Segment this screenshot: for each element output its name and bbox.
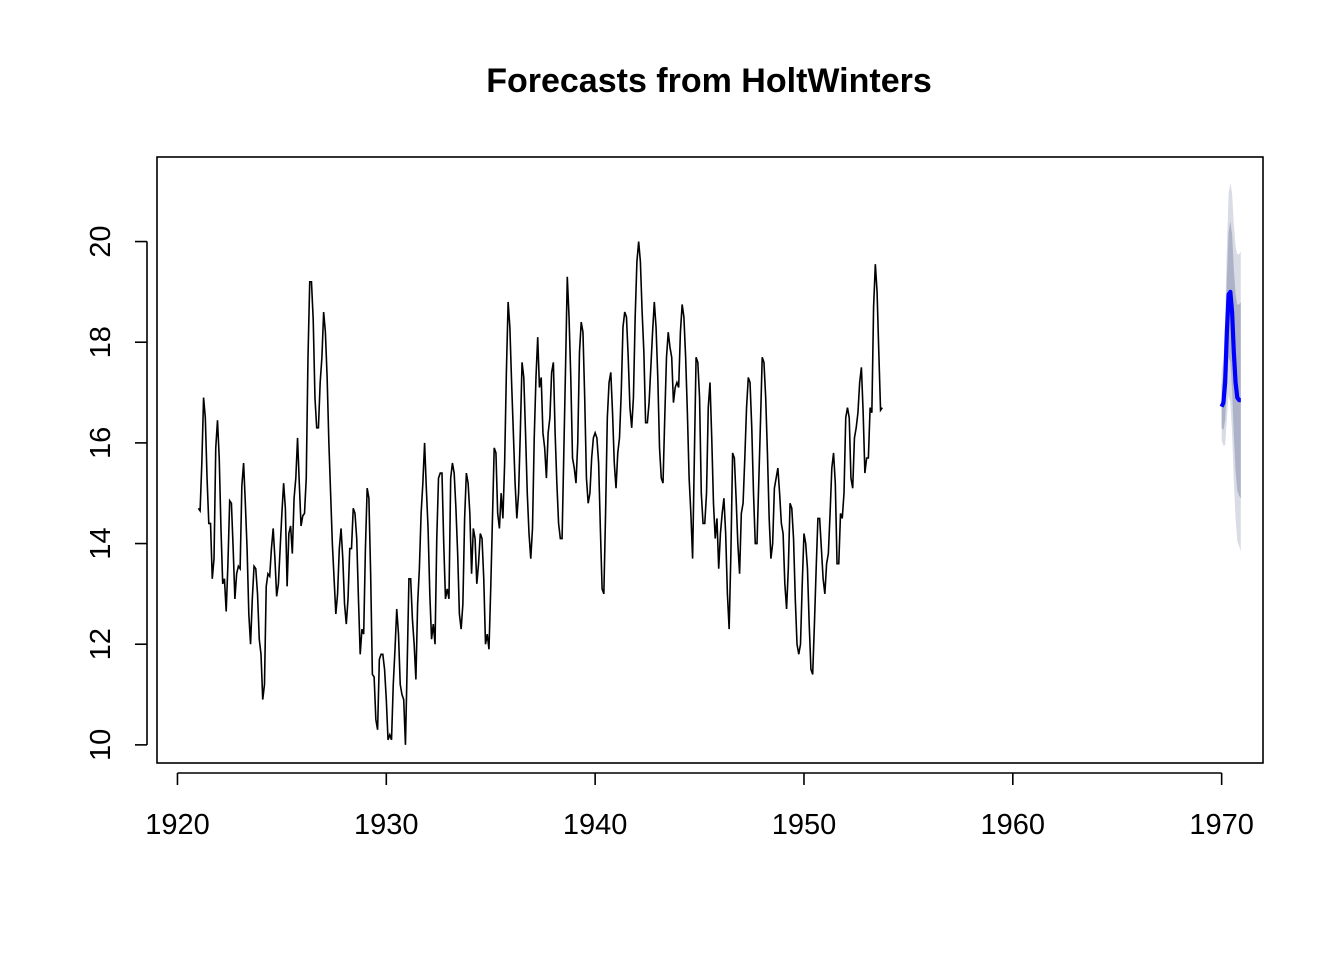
y-tick-label: 14 bbox=[85, 527, 117, 559]
prediction-bands bbox=[1221, 183, 1241, 552]
y-tick-label: 16 bbox=[85, 427, 117, 459]
x-tick-label: 1930 bbox=[354, 809, 419, 841]
observed-series-line bbox=[197, 241, 883, 745]
y-tick-label: 10 bbox=[85, 729, 117, 761]
x-tick-label: 1960 bbox=[981, 809, 1046, 841]
band-80 bbox=[1221, 221, 1241, 499]
y-tick-label: 18 bbox=[85, 326, 117, 358]
plot-frame bbox=[156, 156, 1264, 764]
x-axis: 1920 1930 1940 1950 1960 1970 bbox=[145, 772, 1254, 841]
y-tick-label: 12 bbox=[85, 628, 117, 660]
y-tick-label: 20 bbox=[85, 225, 117, 257]
y-axis: 10 12 14 16 18 20 bbox=[85, 225, 148, 761]
forecast-series-line bbox=[1219, 289, 1242, 408]
x-tick-label: 1950 bbox=[772, 809, 837, 841]
x-tick-label: 1920 bbox=[145, 809, 210, 841]
x-tick-label: 1970 bbox=[1189, 809, 1254, 841]
x-tick-label: 1940 bbox=[563, 809, 628, 841]
chart-title: Forecasts from HoltWinters bbox=[486, 62, 932, 100]
